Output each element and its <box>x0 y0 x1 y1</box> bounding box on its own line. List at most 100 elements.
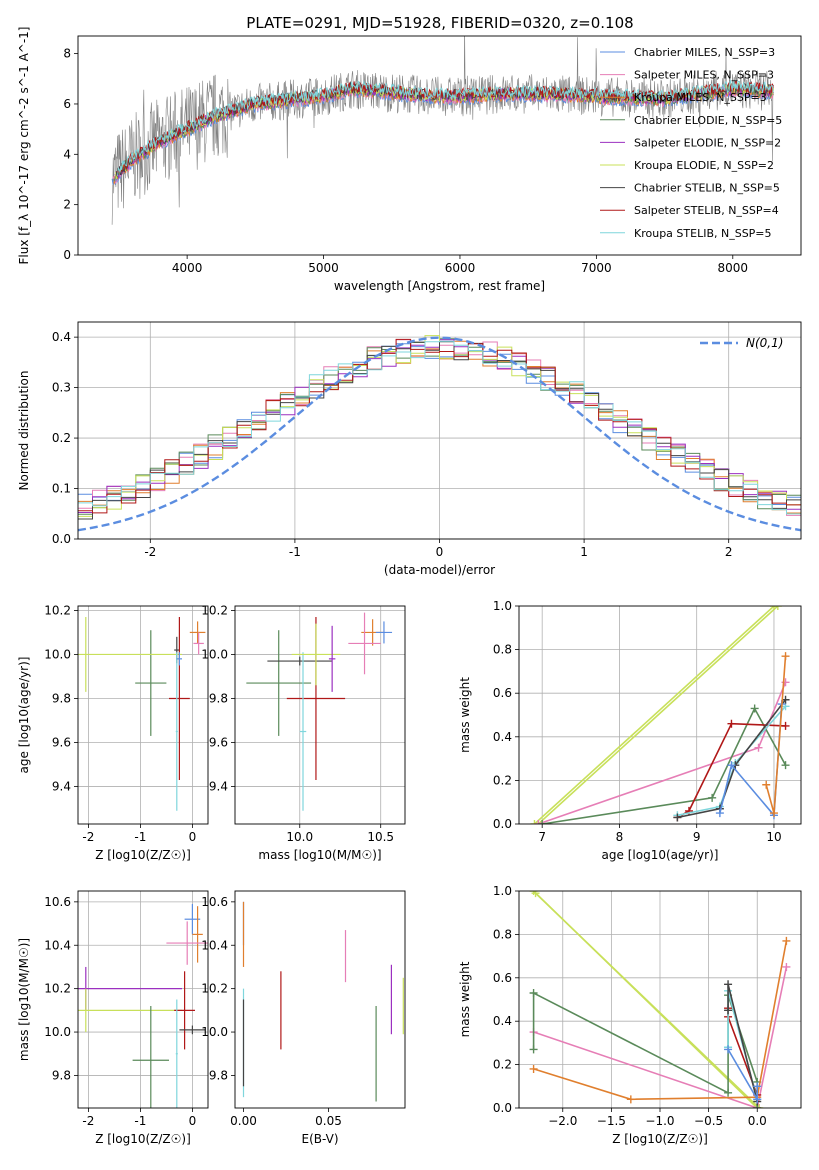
panel-residuals: -2 -1 0 1 2 0.0 0.1 0.2 0.3 0.4 (data-model)/error… <box>17 321 802 577</box>
axes-frame <box>77 605 209 825</box>
x-tick-label: -1 <box>134 830 146 844</box>
x-tick-label: 8 <box>616 830 624 844</box>
weight-line-2 <box>534 892 760 1108</box>
x-tick-label: 7000 <box>581 261 612 275</box>
y-tick-label: 0.6 <box>493 971 512 985</box>
y-tick-label: 9.8 <box>52 691 71 705</box>
y-tick-label: 0.1 <box>52 482 71 496</box>
weight-marker <box>530 820 539 824</box>
histogram-step-9 <box>78 340 801 515</box>
plot-area <box>78 891 208 1108</box>
y-tick-label: 9.6 <box>209 736 228 750</box>
x-tick-label: 1 <box>580 545 588 559</box>
weight-marker <box>753 1082 762 1091</box>
y-tick-label: 0 <box>63 248 71 262</box>
y-tick-label: 0.0 <box>493 817 512 831</box>
legend-label: Chabrier ELODIE, N_SSP=5 <box>634 114 782 127</box>
weight-marker <box>773 606 782 610</box>
x-tick-label: 10.0 <box>286 830 313 844</box>
y-tick-label: 2 <box>63 198 71 212</box>
weight-marker <box>782 936 791 945</box>
x-tick-label: 0 <box>189 1114 197 1128</box>
weight-marker <box>529 1064 538 1073</box>
weight-marker <box>769 809 778 818</box>
weight-marker <box>534 820 543 824</box>
weight-marker <box>753 1095 762 1104</box>
x-tick-label: 8000 <box>718 261 749 275</box>
y-tick-label: 0.2 <box>493 773 512 787</box>
y-tick-label: 0.4 <box>52 330 71 344</box>
y-tick-label: 0.4 <box>493 730 512 744</box>
x-tick-label: -2 <box>82 830 94 844</box>
x-tick-label: 10 <box>766 830 781 844</box>
y-tick-label: 0.0 <box>493 1101 512 1115</box>
y-tick-label: 0.3 <box>52 381 71 395</box>
y-tick-label: 10.4 <box>201 938 228 952</box>
axes-frame <box>77 890 209 1109</box>
axes-frame <box>234 605 406 825</box>
weight-marker <box>755 1104 764 1108</box>
x-axis-label: wavelength [Angstrom, rest frame] <box>334 279 545 293</box>
weight-marker <box>626 1095 635 1104</box>
weight-line-3 <box>538 681 787 824</box>
x-tick-label: −1.5 <box>597 1114 626 1128</box>
x-tick-label: -2 <box>82 1114 94 1128</box>
legend-label: N(0,1) <box>746 336 783 350</box>
weight-marker <box>781 761 790 770</box>
y-tick-label: 9.8 <box>209 691 228 705</box>
weight-marker <box>529 1045 538 1054</box>
y-tick-label: 9.4 <box>52 780 71 794</box>
y-tick-label: 0.4 <box>493 1014 512 1028</box>
y-tick-label: 0.2 <box>493 1058 512 1072</box>
y-tick-label: 4 <box>63 147 71 161</box>
x-tick-label: -1 <box>134 1114 146 1128</box>
weight-marker <box>531 891 540 898</box>
x-tick-label: −2.0 <box>548 1114 577 1128</box>
weight-line-4 <box>542 706 787 824</box>
y-tick-label: 10.6 <box>201 895 228 909</box>
x-tick-label: −0.5 <box>694 1114 723 1128</box>
legend-label: Kroupa MILES, N_SSP=3 <box>634 91 767 104</box>
weight-line-2 <box>537 606 779 824</box>
x-tick-label: 9 <box>693 830 701 844</box>
y-axis-label: mass [log10(M/M☉)] <box>17 938 31 1061</box>
y-tick-label: 10.2 <box>201 982 228 996</box>
weight-line-3 <box>533 966 788 1108</box>
plot-area <box>78 322 801 539</box>
weight-line-4 <box>532 991 758 1108</box>
weight-marker <box>724 980 733 989</box>
panel-mass-vs-z: -2 -1 0 9.8 10.0 10.2 10.4 10.6 Z [log10(Z/Z☉)] m… <box>17 890 209 1146</box>
y-tick-label: 9.4 <box>209 780 228 794</box>
x-tick-label: 5000 <box>308 261 339 275</box>
weight-marker <box>781 721 790 730</box>
weight-marker <box>724 1006 733 1015</box>
plot-area <box>519 891 801 1108</box>
y-tick-label: 10.0 <box>44 647 71 661</box>
y-tick-label: 10.2 <box>44 982 71 996</box>
y-tick-label: 10.0 <box>201 647 228 661</box>
model-line-9 <box>117 79 774 177</box>
y-tick-label: 10.2 <box>44 603 71 617</box>
x-tick-label: -1 <box>289 545 301 559</box>
axes-frame <box>518 890 802 1109</box>
y-tick-label: 0.2 <box>52 431 71 445</box>
y-axis-label: Flux [f_λ 10^-17 erg cm^-2 s^-1 A^-1] <box>17 27 31 265</box>
figure-title: PLATE=0291, MJD=51928, FIBERID=0320, z=0… <box>246 14 633 32</box>
weight-marker <box>727 719 736 728</box>
y-axis-label: mass weight <box>458 677 472 753</box>
y-tick-label: 10.6 <box>44 895 71 909</box>
plot-area <box>235 606 405 824</box>
y-axis-label: Normed distribution <box>17 371 31 491</box>
y-tick-label: 8 <box>63 47 71 61</box>
x-tick-label: -2 <box>144 545 156 559</box>
panel-weight-vs-age: 7 8 9 10 0.0 0.2 0.4 0.6 0.8 1.0 age [log10(age/yr… <box>458 599 802 862</box>
plot-area <box>78 606 208 824</box>
legend-label: Salpeter MILES, N_SSP=3 <box>634 69 774 82</box>
legend-label: Chabrier STELIB, N_SSP=5 <box>634 182 780 195</box>
y-axis-label: mass weight <box>458 961 472 1037</box>
panel-age-vs-z: -2 -1 0 9.4 9.6 9.8 10.0 10.2 Z [log10(Z/Z☉)] age… <box>17 603 209 862</box>
plot-area <box>242 901 404 1102</box>
x-tick-label: 0.00 <box>230 1114 257 1128</box>
legend-label: Kroupa STELIB, N_SSP=5 <box>634 227 772 240</box>
x-axis-label: mass [log10(M/M☉)] <box>258 848 381 862</box>
